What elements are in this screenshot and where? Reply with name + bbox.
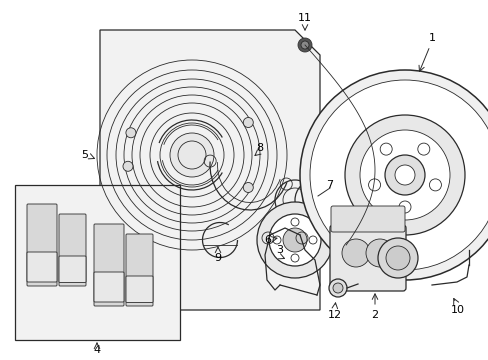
Circle shape (365, 239, 393, 267)
Circle shape (377, 238, 417, 278)
Bar (15, 185, 180, 340)
Circle shape (283, 228, 306, 252)
Text: 6: 6 (264, 235, 271, 245)
Polygon shape (100, 30, 319, 310)
FancyBboxPatch shape (27, 252, 57, 282)
Text: 7: 7 (326, 180, 333, 190)
Circle shape (348, 239, 360, 251)
FancyBboxPatch shape (126, 276, 153, 302)
Circle shape (126, 128, 136, 138)
Circle shape (170, 133, 214, 177)
Circle shape (359, 130, 449, 220)
Text: 4: 4 (93, 345, 101, 355)
Circle shape (345, 115, 464, 235)
Circle shape (385, 246, 409, 270)
FancyBboxPatch shape (59, 214, 86, 286)
Circle shape (268, 214, 320, 266)
Text: 2: 2 (371, 310, 378, 320)
Circle shape (384, 155, 424, 195)
Circle shape (257, 202, 332, 278)
Circle shape (341, 239, 369, 267)
Circle shape (428, 179, 441, 191)
FancyBboxPatch shape (330, 206, 404, 232)
Circle shape (301, 41, 308, 49)
FancyBboxPatch shape (329, 225, 405, 291)
Text: 1: 1 (427, 33, 435, 43)
Circle shape (309, 80, 488, 270)
Circle shape (297, 38, 311, 52)
Text: 9: 9 (214, 253, 221, 263)
Circle shape (332, 283, 342, 293)
Circle shape (308, 236, 316, 244)
Text: 10: 10 (450, 305, 464, 315)
Text: 8: 8 (256, 143, 263, 153)
Circle shape (379, 143, 391, 155)
Text: 3: 3 (276, 245, 283, 255)
Circle shape (123, 161, 133, 171)
FancyBboxPatch shape (59, 256, 86, 283)
Text: 12: 12 (327, 310, 342, 320)
Circle shape (290, 254, 298, 262)
FancyBboxPatch shape (94, 272, 124, 302)
Circle shape (243, 183, 253, 193)
Text: 5: 5 (81, 150, 88, 160)
FancyBboxPatch shape (94, 224, 124, 306)
Circle shape (290, 218, 298, 226)
Text: 11: 11 (297, 13, 311, 23)
Circle shape (394, 165, 414, 185)
Circle shape (368, 179, 380, 191)
Circle shape (398, 201, 410, 213)
Circle shape (272, 236, 281, 244)
Circle shape (328, 279, 346, 297)
Circle shape (299, 70, 488, 280)
FancyBboxPatch shape (27, 204, 57, 286)
Circle shape (243, 117, 253, 127)
Circle shape (417, 143, 429, 155)
FancyBboxPatch shape (126, 234, 153, 306)
